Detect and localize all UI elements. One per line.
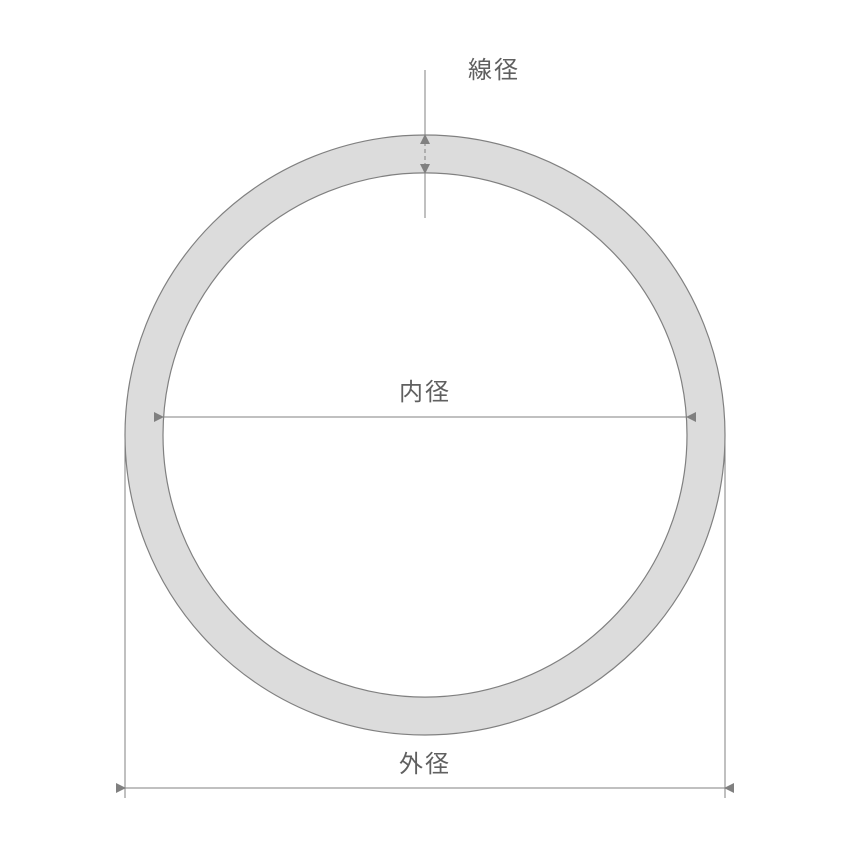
ring-shape bbox=[125, 135, 725, 735]
wire-diameter-label: 線径 bbox=[468, 50, 520, 85]
ring-dimension-diagram: 内径外径 線径 bbox=[0, 0, 850, 850]
outer-diameter-label: 外径 bbox=[399, 744, 451, 779]
inner-diameter-label: 内径 bbox=[399, 372, 451, 407]
